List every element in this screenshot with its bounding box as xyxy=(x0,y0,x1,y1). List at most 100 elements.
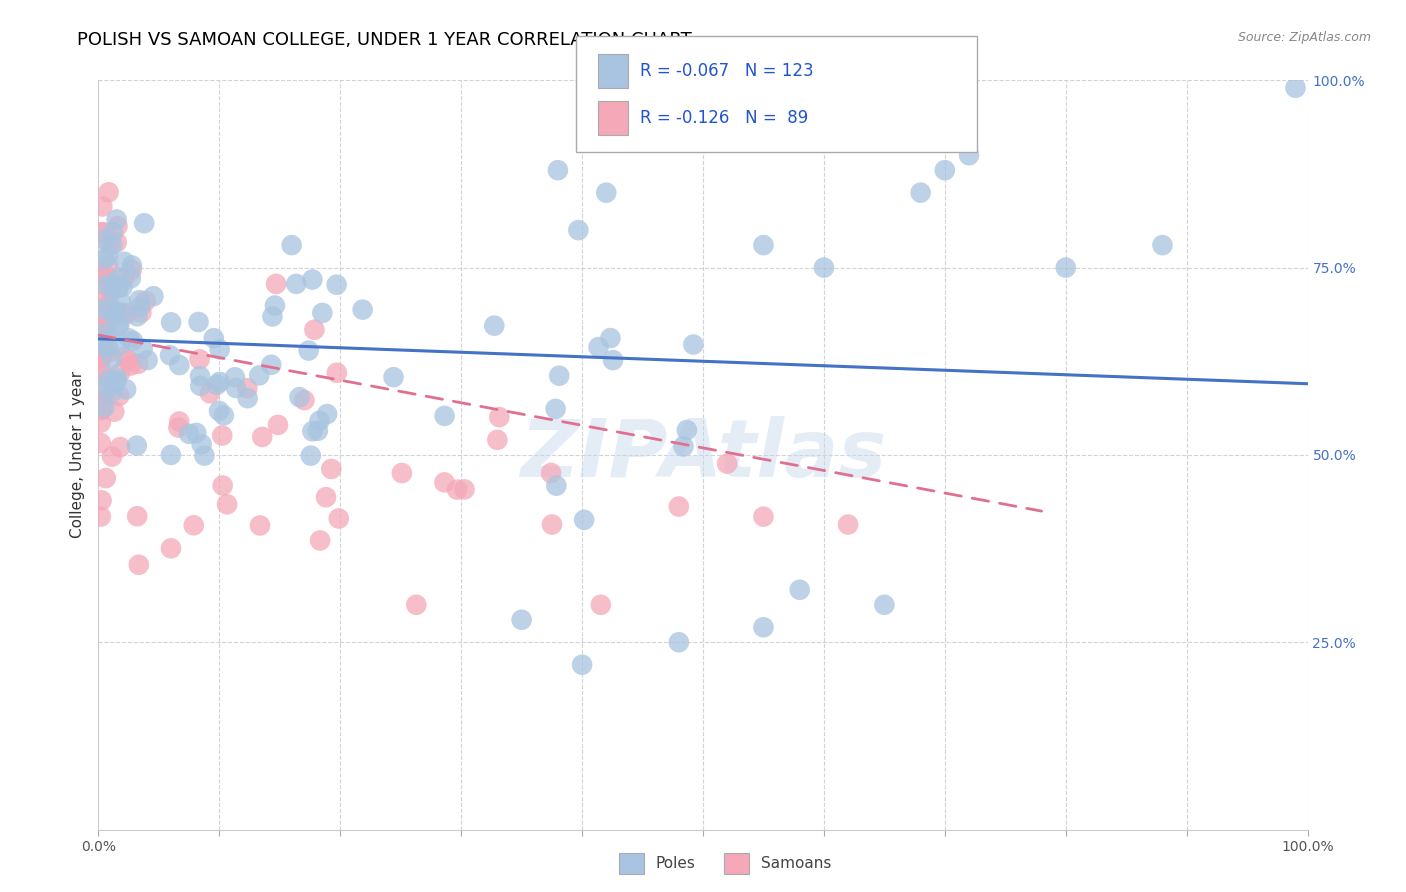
Point xyxy=(599,331,621,345)
Point xyxy=(93,233,115,247)
Point xyxy=(159,348,181,362)
Point xyxy=(391,466,413,480)
Point xyxy=(837,517,859,532)
Point xyxy=(103,310,125,324)
Point xyxy=(212,409,235,423)
Point xyxy=(112,308,135,322)
Point xyxy=(160,541,183,556)
Point xyxy=(90,396,112,410)
Point xyxy=(90,364,112,378)
Point xyxy=(160,315,183,329)
Point xyxy=(97,327,120,342)
Point xyxy=(97,372,120,386)
Text: R = -0.067   N = 123: R = -0.067 N = 123 xyxy=(640,62,813,80)
Point xyxy=(873,598,896,612)
Point xyxy=(264,277,287,291)
Point xyxy=(957,148,980,162)
Point xyxy=(910,186,932,200)
Point xyxy=(405,598,427,612)
Point xyxy=(90,392,112,407)
Point xyxy=(567,223,589,237)
Point xyxy=(118,331,141,345)
Point xyxy=(90,266,112,280)
Point xyxy=(117,353,139,368)
Point xyxy=(111,280,134,294)
Point xyxy=(90,397,112,411)
Point xyxy=(131,305,153,319)
Point xyxy=(90,401,112,416)
Point xyxy=(602,353,624,368)
Point xyxy=(112,254,135,268)
Point xyxy=(105,212,128,227)
Point xyxy=(211,428,233,442)
Point xyxy=(294,393,316,408)
Point xyxy=(1054,260,1077,275)
Point xyxy=(97,340,120,354)
Point xyxy=(97,296,120,310)
Text: R = -0.126   N =  89: R = -0.126 N = 89 xyxy=(640,109,808,127)
Point xyxy=(236,391,259,405)
Point xyxy=(90,493,112,508)
Point xyxy=(101,450,124,464)
Point xyxy=(105,374,128,388)
Point xyxy=(121,259,143,273)
Point xyxy=(589,598,612,612)
Point xyxy=(307,424,329,438)
Point xyxy=(101,284,124,298)
Point xyxy=(682,337,704,351)
Point xyxy=(111,305,134,319)
Point xyxy=(321,462,343,476)
Point xyxy=(309,533,332,548)
Point xyxy=(108,270,131,285)
Point xyxy=(315,490,337,504)
Point xyxy=(127,310,149,324)
Point xyxy=(446,483,468,497)
Point xyxy=(328,511,350,525)
Point xyxy=(187,315,209,329)
Point xyxy=(285,277,308,291)
Point xyxy=(264,299,287,313)
Point xyxy=(325,277,347,292)
Point xyxy=(208,343,231,357)
Point xyxy=(108,280,131,294)
Point xyxy=(668,500,690,514)
Point xyxy=(97,249,120,263)
Point xyxy=(217,497,239,511)
Point xyxy=(572,513,595,527)
Point xyxy=(120,359,142,373)
Point xyxy=(298,343,321,358)
Point xyxy=(104,375,127,389)
Point xyxy=(588,340,610,354)
Point xyxy=(125,439,148,453)
Point xyxy=(108,366,131,380)
Point xyxy=(93,301,115,316)
Point xyxy=(94,370,117,384)
Point xyxy=(382,370,405,384)
Point xyxy=(94,381,117,395)
Point xyxy=(236,381,259,395)
Point xyxy=(716,457,738,471)
Point xyxy=(510,613,533,627)
Point xyxy=(93,225,115,239)
Point xyxy=(90,416,112,430)
Point xyxy=(90,351,112,366)
Point xyxy=(96,277,118,292)
Point xyxy=(595,186,617,200)
Point xyxy=(112,350,135,364)
Point xyxy=(108,318,131,333)
Point xyxy=(90,436,112,450)
Point xyxy=(546,478,568,492)
Point xyxy=(90,313,112,327)
Point xyxy=(103,405,125,419)
Point xyxy=(114,271,136,285)
Point xyxy=(453,483,475,497)
Point xyxy=(94,333,117,347)
Point xyxy=(90,352,112,367)
Point xyxy=(208,375,231,389)
Point xyxy=(104,376,127,391)
Point xyxy=(668,635,690,649)
Point xyxy=(93,326,115,341)
Point xyxy=(326,366,349,380)
Point xyxy=(789,582,811,597)
Point xyxy=(169,358,191,372)
